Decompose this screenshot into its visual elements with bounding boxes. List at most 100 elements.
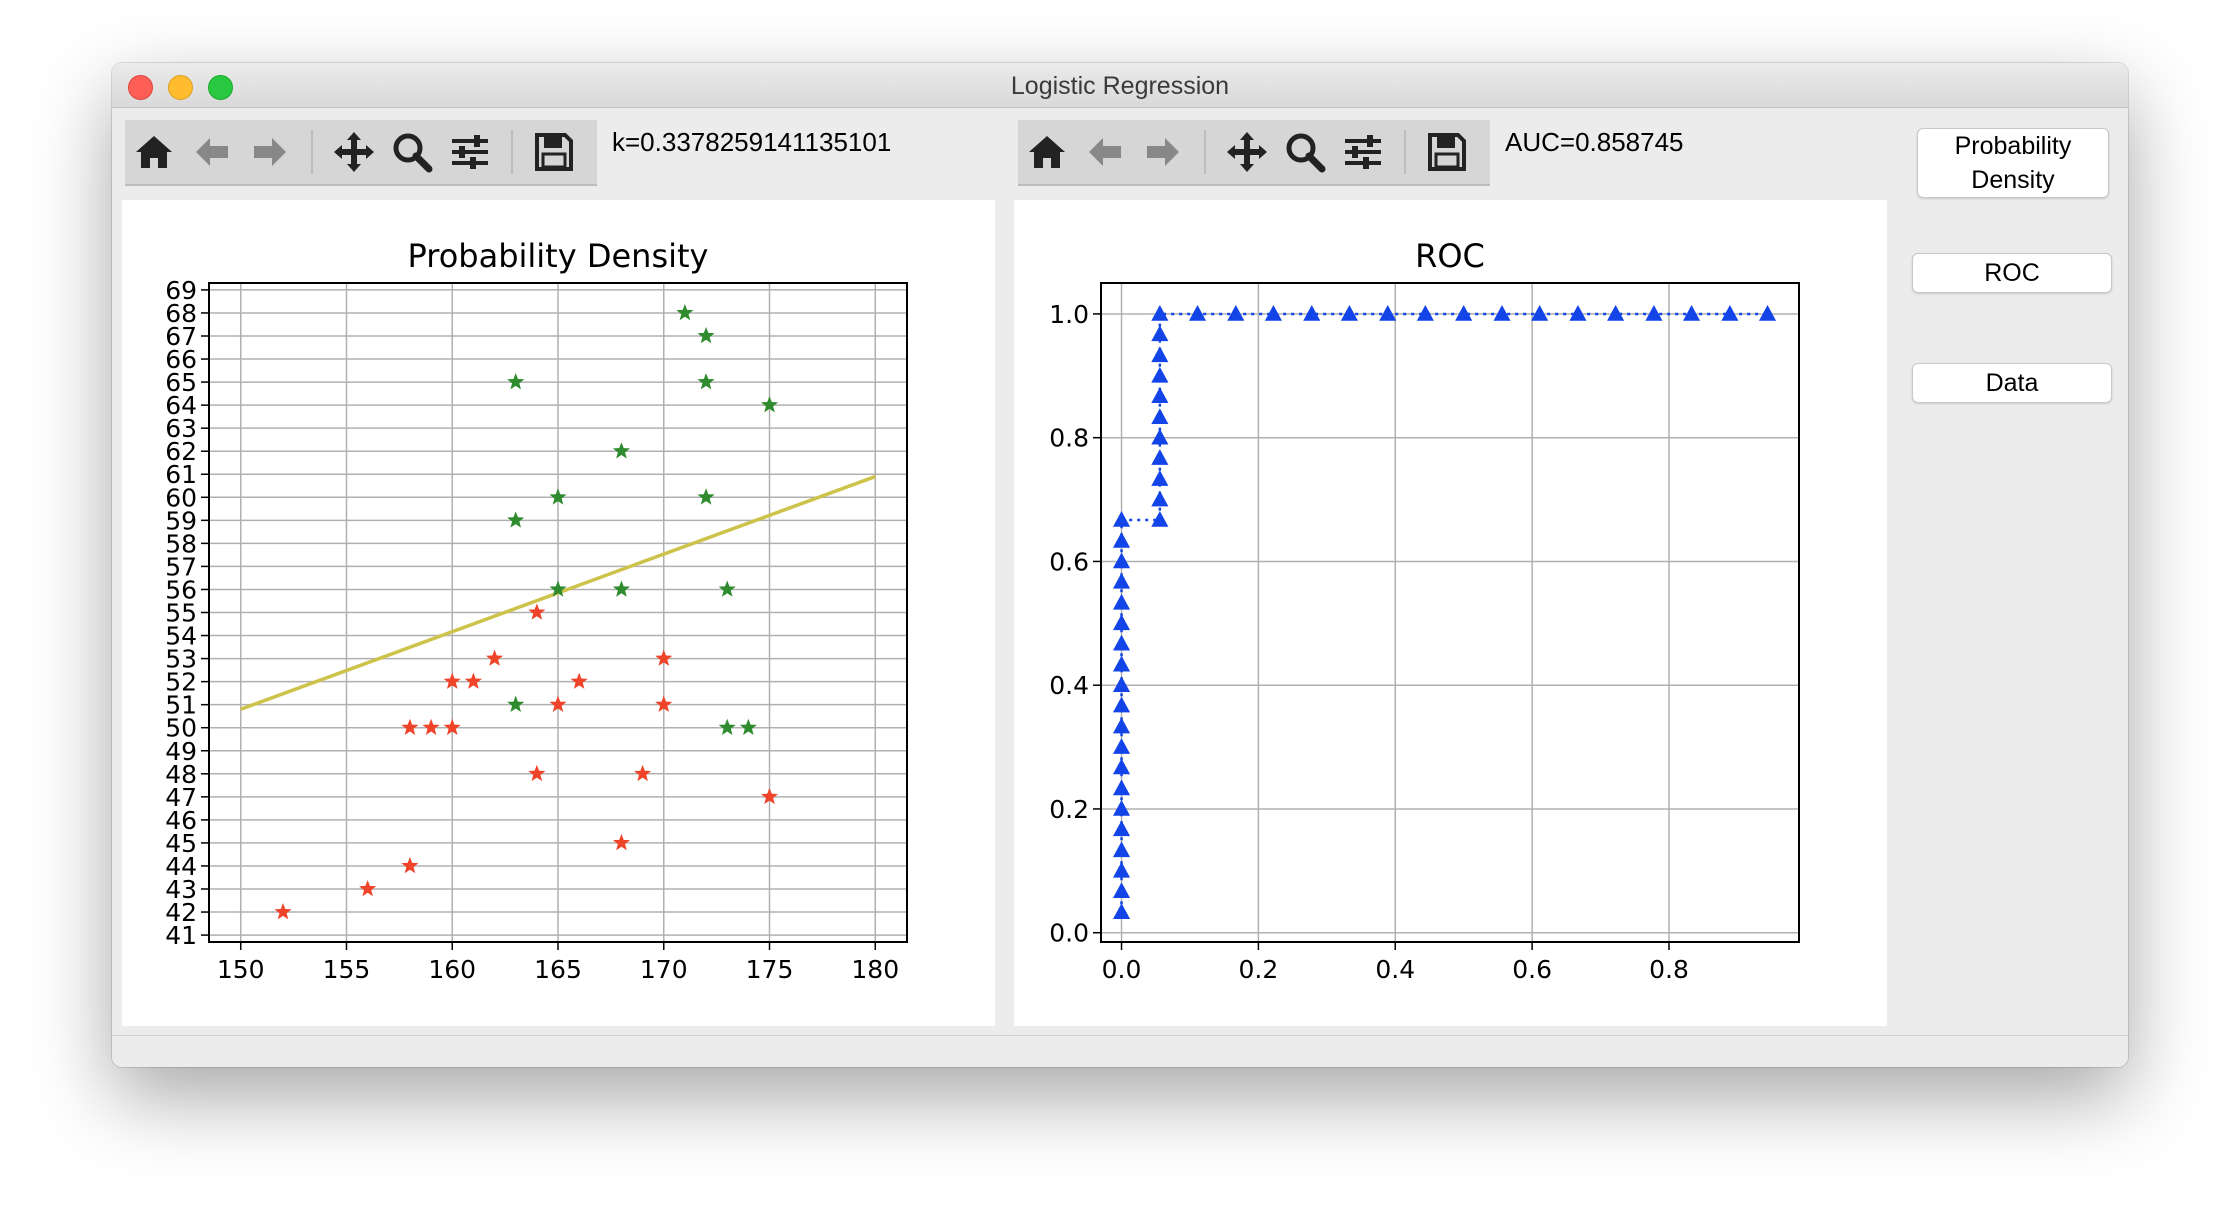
y-tick-label: 1.0	[1049, 300, 1089, 329]
x-tick-label: 160	[428, 955, 476, 984]
zoom-button[interactable]	[1276, 120, 1334, 184]
roc-point-triangle	[1112, 614, 1131, 631]
y-tick-label: 66	[165, 345, 197, 374]
y-tick-label: 45	[165, 829, 197, 858]
y-tick-label: 59	[165, 506, 197, 535]
y-tick-label: 43	[165, 875, 197, 904]
roc-point-triangle	[1151, 510, 1169, 527]
roc-point-triangle	[1151, 304, 1169, 321]
close-window-button[interactable]	[128, 75, 153, 100]
back-button[interactable]	[1076, 120, 1134, 184]
chart-title: Probability Density	[408, 237, 709, 275]
k-value-readout: k=0.3378259141135101	[612, 127, 892, 157]
back-arrow-icon	[1089, 138, 1121, 166]
back-button[interactable]	[183, 120, 241, 184]
y-tick-label: 54	[165, 622, 197, 651]
roc-point-triangle	[1227, 304, 1245, 321]
left-plot-toolbar	[125, 120, 597, 186]
roc-point-triangle	[1112, 758, 1131, 775]
data-point-star	[760, 787, 779, 805]
title-bar: Logistic Regression	[112, 63, 2128, 108]
roc-point-triangle	[1531, 304, 1549, 321]
home-button[interactable]	[125, 120, 183, 184]
roc-point-triangle	[1112, 841, 1131, 858]
roc-point-triangle	[1112, 861, 1131, 878]
home-button[interactable]	[1018, 120, 1076, 184]
roc-point-triangle	[1151, 470, 1169, 486]
configure-button[interactable]	[1334, 120, 1392, 184]
y-tick-label: 60	[165, 483, 197, 512]
roc-point-triangle	[1416, 304, 1434, 321]
y-tick-label: 57	[165, 552, 197, 581]
roc-button[interactable]: ROC	[1912, 253, 2112, 293]
x-tick-label: 155	[323, 955, 371, 984]
data-button[interactable]: Data	[1912, 363, 2112, 403]
window-title: Logistic Regression	[1010, 72, 1230, 100]
series-1	[507, 303, 779, 735]
probability-density-chart: Probability Density 150 155 160 165 170 175 180…	[165, 237, 908, 984]
data-point-star	[570, 672, 588, 689]
data-point-star	[549, 580, 567, 597]
y-tick-label: 51	[165, 691, 197, 720]
roc-point-triangle	[1112, 593, 1131, 610]
roc-point-triangle	[1151, 387, 1169, 403]
y-tick-label: 44	[165, 852, 197, 881]
zoom-button[interactable]	[383, 120, 441, 184]
forward-button[interactable]	[1134, 120, 1192, 184]
data-point-star	[401, 856, 419, 874]
data-point-star	[422, 718, 440, 735]
roc-point-triangle	[1112, 655, 1131, 672]
axis-ticks: 150 155 160 165 170 175 1804142434445464748495…	[165, 276, 899, 984]
roc-canvas[interactable]: ROC 0.0 0.2 0.4 0.6 0.8 0.0 0.2 0.4 0.6 0.8 1.0	[1014, 200, 1887, 1026]
roc-point-triangle	[1569, 304, 1587, 321]
roc-point-triangle	[1493, 304, 1511, 321]
y-tick-label: 0.6	[1049, 547, 1089, 576]
save-button[interactable]	[1418, 120, 1476, 184]
y-tick-label: 50	[165, 714, 197, 743]
home-icon	[1029, 136, 1065, 168]
probability-density-canvas[interactable]: Probability Density 150 155 160 165 170 175 180…	[122, 200, 995, 1026]
roc-point-triangle	[1112, 510, 1131, 527]
data-point-star	[274, 903, 292, 920]
roc-point-triangle	[1151, 428, 1169, 445]
data-point-star	[718, 718, 736, 735]
y-tick-label: 0.8	[1049, 424, 1089, 453]
chart-title: ROC	[1415, 237, 1485, 275]
save-icon	[1428, 133, 1466, 171]
axes-frame	[1100, 282, 1800, 943]
roc-point-triangle	[1112, 779, 1131, 796]
y-tick-label: 68	[165, 299, 197, 328]
data-point-star	[739, 718, 757, 735]
back-arrow-icon	[196, 138, 228, 166]
data-point-star	[612, 833, 631, 851]
maximize-window-button[interactable]	[208, 75, 233, 100]
data-point-star	[655, 649, 673, 666]
roc-point-triangle	[1645, 304, 1663, 321]
data-point-star	[549, 488, 567, 505]
home-icon	[136, 136, 172, 168]
data-point-star	[401, 718, 419, 735]
data-point-star	[655, 695, 673, 712]
minimize-window-button[interactable]	[168, 75, 193, 100]
y-tick-label: 53	[165, 645, 197, 674]
roc-point-triangle	[1379, 304, 1397, 321]
axes-frame	[208, 282, 908, 943]
series-0	[1112, 304, 1777, 920]
data-point-star	[443, 718, 461, 735]
configure-button[interactable]	[441, 120, 499, 184]
pan-button[interactable]	[325, 120, 383, 184]
roc-point-triangle	[1151, 366, 1169, 383]
roc-point-triangle	[1151, 490, 1169, 507]
save-button[interactable]	[525, 120, 583, 184]
y-tick-label: 0.4	[1049, 671, 1089, 700]
pan-button[interactable]	[1218, 120, 1276, 184]
data-point-star	[507, 373, 525, 390]
probability-density-button[interactable]: Probability Density	[1917, 128, 2109, 198]
zoom-icon	[393, 133, 433, 173]
x-tick-label: 0.4	[1375, 955, 1415, 984]
forward-button[interactable]	[241, 120, 299, 184]
y-tick-label: 65	[165, 368, 197, 397]
forward-arrow-icon	[254, 138, 286, 166]
toolbar-separator	[1404, 130, 1406, 174]
x-tick-label: 150	[217, 955, 265, 984]
